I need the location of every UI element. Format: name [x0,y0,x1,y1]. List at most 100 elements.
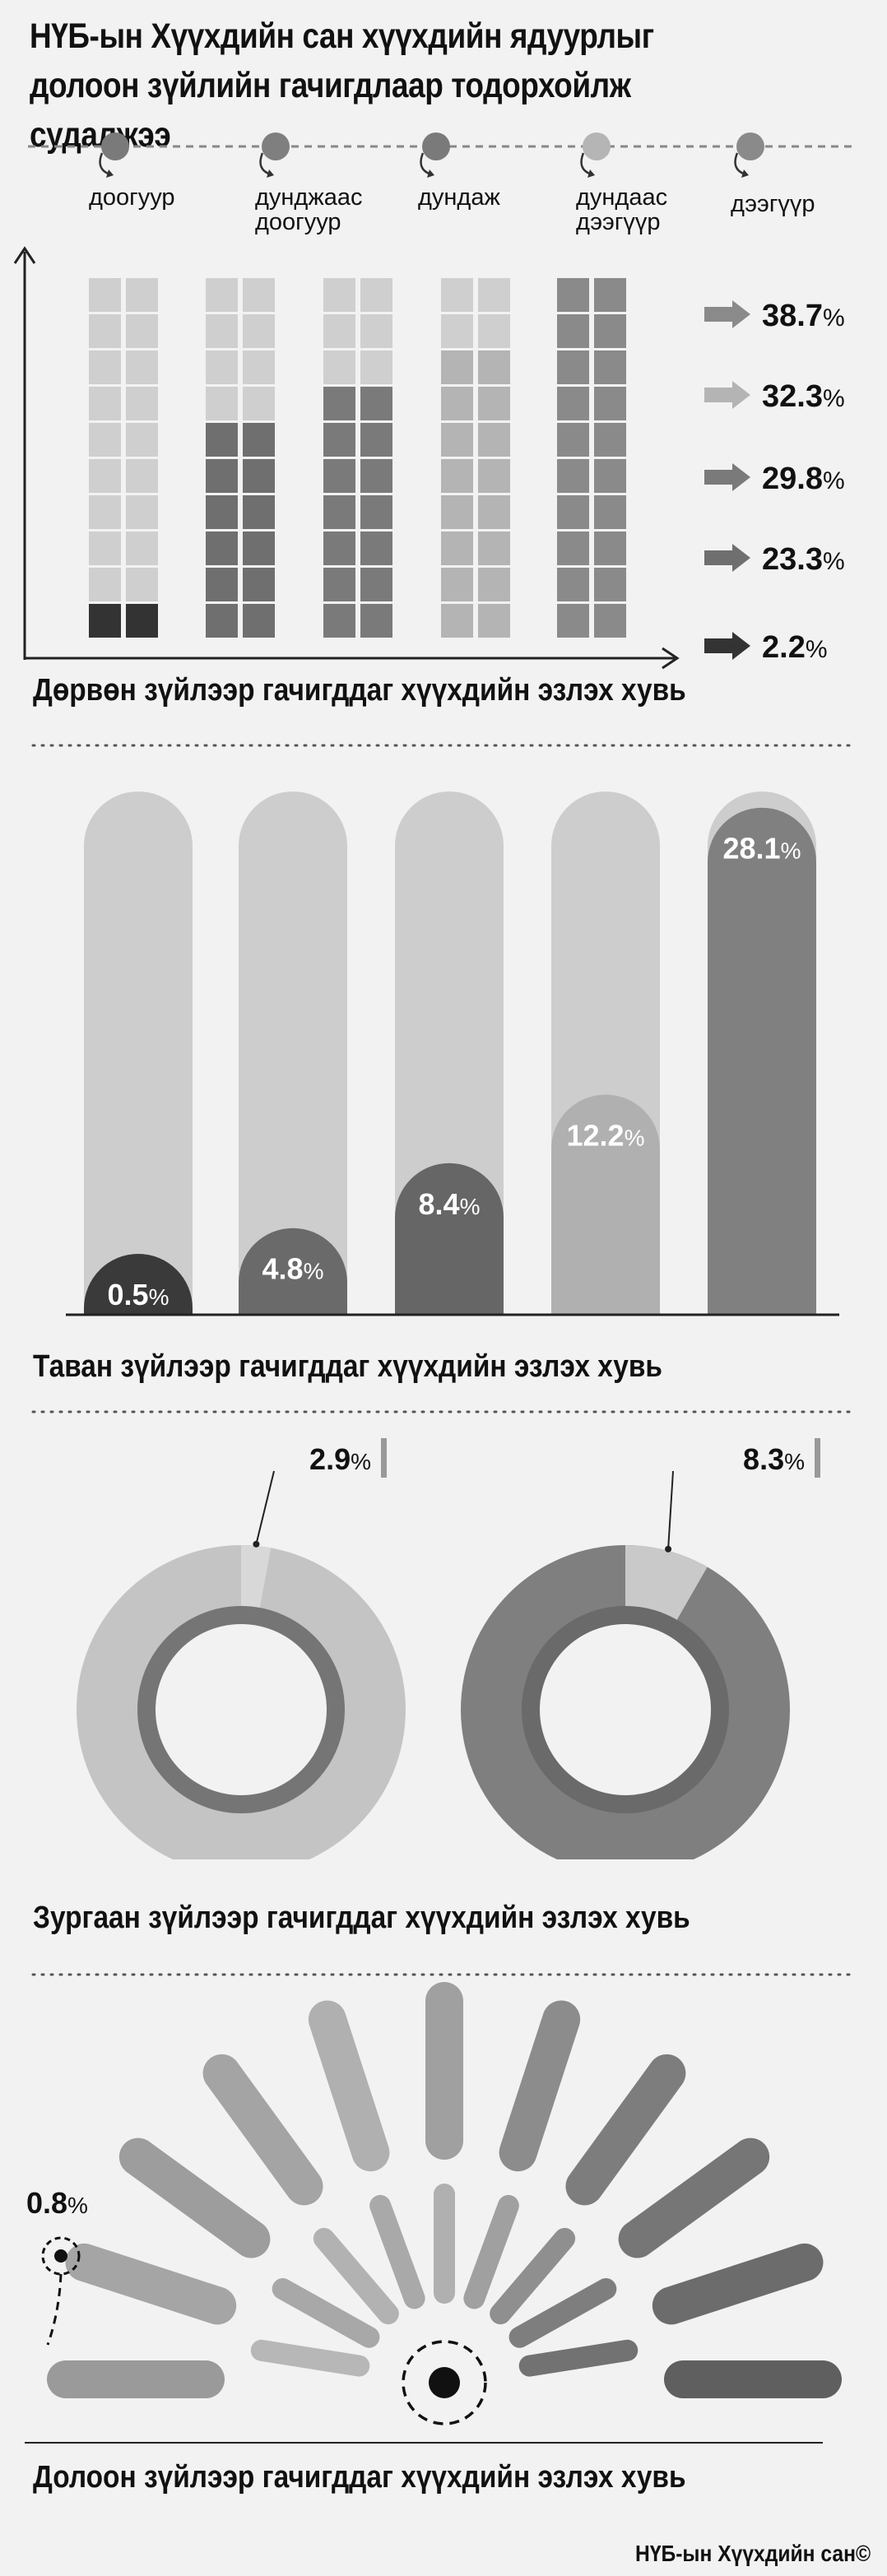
baseline-mask [49,1315,839,1325]
bar-cell [557,387,589,420]
donut-hole [156,1624,327,1795]
bar-cell [323,387,355,420]
data-label-5: 38.7% [762,299,845,333]
fan-capsule-outer [652,2243,824,2325]
leader-line-2 [667,1470,674,1549]
bar-3 [395,791,504,1325]
level-marker-5 [736,132,764,160]
bar-cell [478,604,510,638]
bar-track [84,791,193,1325]
bar-cell [360,495,392,529]
leader-dot-2 [665,1545,672,1553]
chart-seven-deprivations: 0.8% [25,1973,856,2444]
bar-5 [708,791,816,1325]
bar-1 [84,791,193,1325]
bar-cell [478,387,510,420]
bar-cell [243,314,275,348]
bar-cell [126,423,158,457]
level-marker-arrowhead-5 [741,169,749,178]
bar-cell [478,423,510,457]
bar-cell [594,278,626,312]
bar-cell [126,350,158,384]
value-marker-ring [41,2236,81,2276]
level-marker-1 [101,132,129,160]
bar-grid-2 [206,278,275,638]
level-marker-arrowhead-4 [587,169,595,178]
bar-cell [243,459,275,493]
label-bar-1 [381,1438,387,1478]
bar-track [239,791,347,1325]
bar-cell [206,531,238,565]
bar-cell [594,423,626,457]
bar-cell [557,278,589,312]
section-title-seven: Долоон зүйлээр гачигддаг хүүхдийн эзлэх … [33,2460,686,2495]
bar-cell [206,314,238,348]
fan-capsule-outer [202,2054,323,2206]
bar-cell [557,314,589,348]
bar-cell [441,314,473,348]
level-marker-arrowhead-2 [267,169,274,178]
bar-cell [557,531,589,565]
bar-cell [594,604,626,638]
bar-cell [126,568,158,601]
chart-four-deprivations: 38.7% 32.3% 29.8% 23.3% 2.2% [13,246,845,670]
bar-cell [206,350,238,384]
bar-cell [441,278,473,312]
chart-six-deprivations: 2.9% 8.3% [31,1410,856,1859]
bar-cell [323,423,355,457]
fan-capsule-inner [463,2194,519,2309]
bar-cell [441,387,473,420]
x-axis-arrowhead [662,647,680,670]
value-arrow-1 [704,632,750,660]
bar-cell [206,387,238,420]
bar-cell [557,495,589,529]
bar-cell [360,314,392,348]
bar-cell [323,531,355,565]
value-arrow-5 [704,300,750,328]
fan-capsule-inner [313,2227,399,2325]
bar-cell [594,387,626,420]
leader-line-1 [255,1470,275,1545]
bar-cell [126,459,158,493]
bar-cell [126,531,158,565]
bar-cell [243,568,275,601]
level-label-4: дундаас дээгүүр [576,184,668,235]
section-title-four: Дөрвөн зүйлээр гачигддаг хүүхдийн эзлэх … [33,673,686,708]
footer-credit: НҮБ-ын Хүүхдийн сан© [634,2541,871,2566]
level-label-3: дундаж [418,184,500,211]
bar-cell [360,604,392,638]
data-label-2: 8.3% [743,1442,805,1476]
bar-fill [395,1163,504,1325]
bar-cell [594,495,626,529]
bar-cell [323,568,355,601]
income-level-legend [28,132,856,178]
bar-cell [594,350,626,384]
data-label-1: 0.5% [108,1278,170,1311]
bar-cell [243,423,275,457]
level-label-2: дунджаас доогуур [255,184,363,235]
bar-cell [360,423,392,457]
bar-cell [89,387,121,420]
fan-outer-ring [47,1982,842,2398]
bar-fill [708,807,816,1325]
bar-cell [323,604,355,638]
bar-cell [594,531,626,565]
fan-capsule-outer [499,2000,581,2172]
data-label-1: 2.2% [762,630,828,665]
bar-cell [478,350,510,384]
bar-cell [243,604,275,638]
leader-elbow [673,1469,722,1471]
fan-capsule-inner [518,2339,639,2377]
fan-capsule-outer [308,2000,390,2172]
value-arrow-2 [704,544,750,572]
leader-dot-1 [253,1540,260,1548]
level-marker-4 [583,132,611,160]
fan-capsule-inner [369,2194,425,2309]
bar-cell [323,495,355,529]
level-label-5: дээгүүр [731,191,815,217]
level-marker-arrowhead-3 [427,169,434,178]
bar-cell [126,278,158,312]
bar-cell [557,459,589,493]
data-label-2: 4.8% [262,1252,324,1286]
bar-cell [360,350,392,384]
